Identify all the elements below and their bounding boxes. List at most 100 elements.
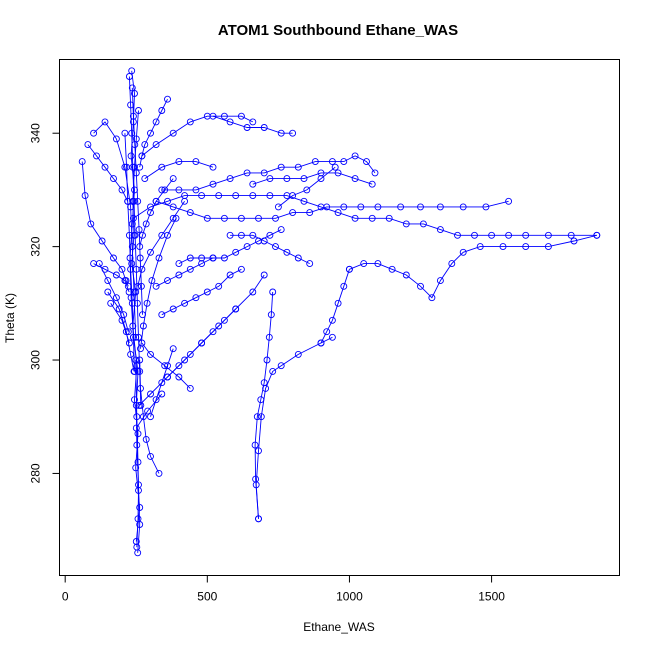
data-point [226, 118, 234, 126]
data-point [164, 362, 171, 370]
data-point [133, 299, 141, 307]
data-point [133, 543, 141, 551]
data-point [134, 282, 142, 290]
data-point [131, 231, 139, 239]
data-point [104, 288, 112, 296]
data-point [237, 214, 245, 222]
data-point [87, 220, 95, 228]
data-point [136, 504, 144, 511]
data-point [243, 243, 251, 251]
data-point [134, 515, 142, 523]
data-point [371, 169, 379, 177]
data-point [252, 475, 260, 483]
data-point [272, 214, 279, 222]
series-line [140, 218, 177, 349]
data-point [357, 203, 365, 211]
data-point [158, 107, 166, 114]
data-point [181, 197, 189, 205]
data-point [110, 254, 117, 262]
data-point [351, 214, 359, 222]
data-point [147, 129, 154, 137]
data-point [134, 197, 142, 205]
series-line [161, 155, 376, 191]
data-point [294, 163, 302, 171]
y-tick-label: 280 [29, 463, 43, 483]
data-point [436, 203, 444, 211]
data-point [121, 129, 129, 137]
data-point [209, 254, 217, 262]
data-point [294, 254, 302, 262]
data-point [131, 141, 139, 149]
data-point [101, 163, 109, 171]
data-point [78, 158, 86, 166]
data-point [459, 248, 467, 256]
data-point [277, 226, 285, 234]
data-point [161, 186, 169, 194]
data-point [175, 158, 183, 166]
data-point [351, 152, 359, 160]
series-line [155, 257, 214, 287]
data-point [419, 220, 427, 228]
data-point [306, 260, 314, 268]
data-point [237, 112, 245, 120]
data-point [265, 333, 273, 341]
data-point [142, 220, 150, 228]
data-point [147, 350, 154, 358]
data-point [311, 158, 319, 166]
series-line [161, 268, 242, 316]
data-point [488, 231, 496, 239]
data-point [124, 328, 132, 336]
data-point [164, 95, 171, 103]
data-point [269, 288, 277, 296]
data-point [203, 288, 211, 296]
data-point [158, 390, 166, 398]
data-point [192, 186, 200, 194]
data-point [593, 231, 601, 239]
data-point [132, 464, 140, 472]
data-point [289, 129, 297, 137]
series-line [144, 161, 214, 179]
data-point [93, 152, 100, 160]
data-point [175, 373, 183, 381]
data-point [300, 175, 308, 183]
data-point [169, 345, 177, 353]
data-point [277, 129, 285, 137]
data-point [164, 277, 171, 285]
data-point [143, 299, 151, 307]
data-point [328, 158, 336, 166]
data-point [251, 441, 259, 449]
data-point [257, 413, 265, 421]
series-line [137, 201, 185, 287]
series-line [254, 291, 274, 519]
data-point [158, 231, 166, 239]
data-point [505, 231, 513, 239]
data-point [567, 231, 575, 239]
x-axis-label: Ethane_WAS [303, 620, 375, 634]
x-tick-label: 1500 [478, 590, 505, 604]
data-point [237, 265, 245, 273]
data-point [127, 101, 135, 109]
data-point [340, 203, 348, 211]
data-point [98, 237, 106, 245]
data-point [132, 424, 140, 432]
data-point [128, 129, 136, 137]
data-point [128, 299, 136, 307]
data-point [436, 277, 444, 285]
data-point [334, 209, 342, 217]
data-point [139, 413, 147, 421]
data-point [385, 214, 393, 222]
data-point [249, 288, 257, 296]
data-point [136, 254, 144, 262]
series-line [131, 87, 143, 315]
series-line [135, 393, 163, 429]
data-point [397, 203, 405, 211]
data-point [175, 271, 183, 279]
series-line [124, 133, 135, 372]
data-point [129, 333, 137, 341]
data-point [260, 124, 268, 131]
data-point [169, 203, 177, 211]
series-line [141, 342, 191, 389]
data-point [351, 175, 359, 183]
data-point [164, 197, 171, 205]
data-point [215, 282, 223, 290]
